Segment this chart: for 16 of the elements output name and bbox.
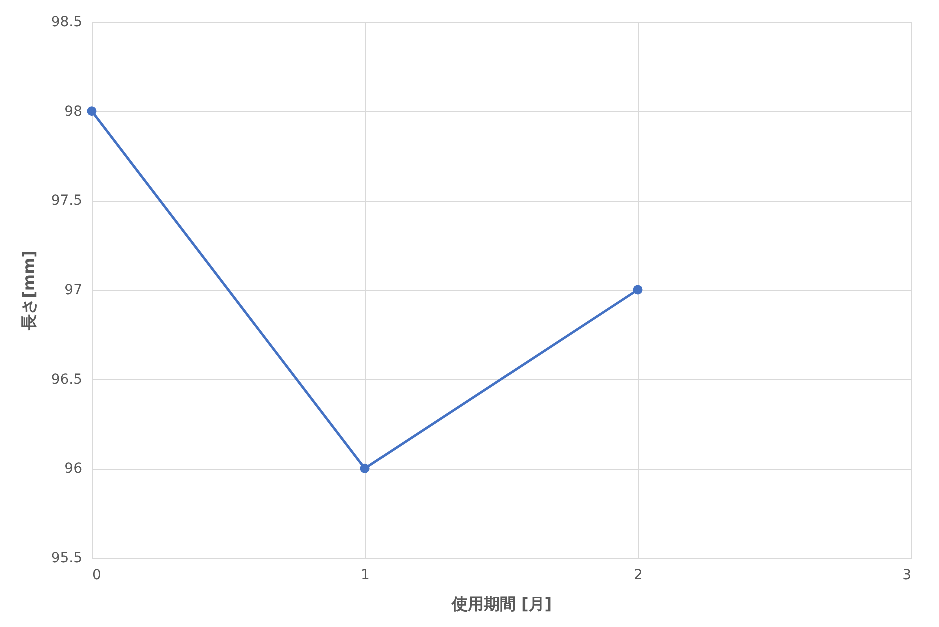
y-axis-title: 長さ[mm] (19, 250, 38, 332)
x-tick-label: 3 (902, 568, 912, 584)
y-tick-label: 96.5 (51, 372, 82, 388)
y-tick-label: 98.5 (51, 14, 82, 30)
x-tick-label: 1 (361, 568, 370, 584)
point (633, 285, 643, 295)
y-tick-label: 97.5 (51, 193, 82, 210)
x-tick-label: 0 (92, 568, 102, 584)
y-tick-label: 96 (64, 461, 83, 478)
y-tick-label: 98 (64, 104, 82, 120)
x-tick-label: 2 (634, 568, 643, 584)
x-axis-title: 使用期間 [月] (450, 594, 552, 614)
point (360, 464, 370, 474)
point (87, 106, 97, 116)
y-tick-label: 97 (64, 282, 82, 298)
y-tick-label: 95.5 (51, 550, 82, 566)
